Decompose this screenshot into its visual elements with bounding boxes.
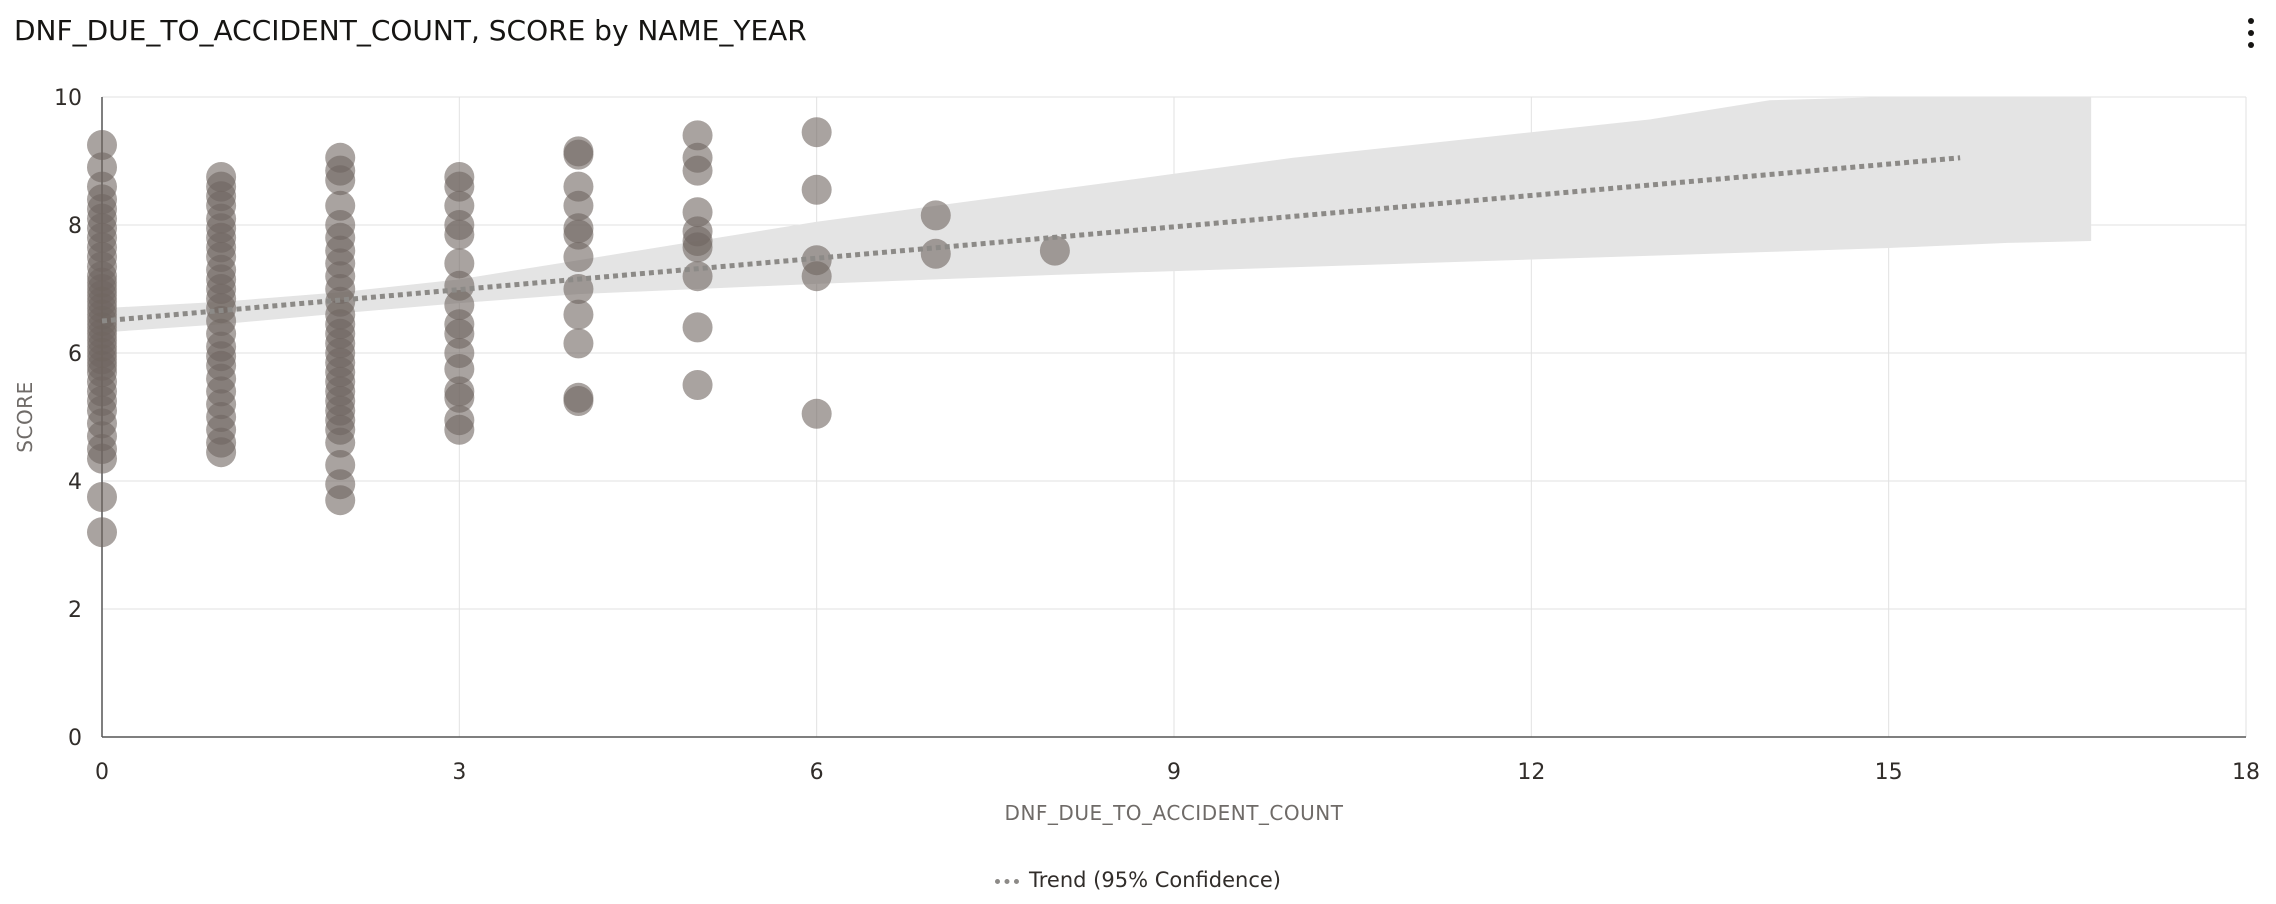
x-tick-label: 18 (2232, 760, 2260, 785)
menu-dot (2248, 42, 2254, 48)
more-vertical-icon[interactable] (2244, 18, 2258, 48)
data-point[interactable] (325, 165, 356, 196)
data-point[interactable] (563, 190, 594, 221)
data-point[interactable] (87, 482, 117, 512)
x-tick-label: 0 (95, 760, 109, 785)
data-point[interactable] (325, 485, 356, 516)
data-point[interactable] (682, 312, 713, 343)
y-tick-label: 8 (68, 214, 82, 239)
x-tick-label: 9 (1167, 760, 1181, 785)
data-point[interactable] (563, 242, 594, 272)
x-tick-label: 3 (452, 760, 466, 785)
data-point[interactable] (444, 414, 475, 445)
chart-title: DNF_DUE_TO_ACCIDENT_COUNT, SCORE by NAME… (14, 14, 807, 47)
x-axis-title: DNF_DUE_TO_ACCIDENT_COUNT (1005, 801, 1344, 825)
data-point[interactable] (1039, 235, 1070, 266)
trend-legend-swatch (995, 878, 1020, 884)
trend-line[interactable] (101, 155, 1961, 324)
data-point[interactable] (682, 261, 713, 292)
data-point[interactable] (325, 427, 356, 458)
data-point[interactable] (444, 248, 475, 279)
y-tick-label: 2 (68, 598, 82, 623)
data-point[interactable] (444, 219, 475, 250)
data-point[interactable] (87, 443, 117, 474)
data-point[interactable] (682, 120, 713, 151)
data-point[interactable] (444, 382, 475, 413)
x-tick-label: 12 (1517, 760, 1545, 785)
data-point[interactable] (563, 328, 594, 359)
x-tick-label: 6 (810, 760, 824, 785)
data-point[interactable] (87, 130, 117, 160)
data-point[interactable] (801, 261, 832, 292)
data-point[interactable] (801, 117, 832, 148)
x-tick-label: 15 (1875, 760, 1903, 785)
data-point[interactable] (920, 238, 951, 269)
menu-dot (2248, 30, 2254, 36)
y-tick-label: 6 (68, 342, 82, 367)
data-point[interactable] (563, 386, 594, 416)
data-point[interactable] (563, 219, 594, 250)
data-point[interactable] (920, 200, 951, 231)
y-axis-title: SCORE (13, 381, 37, 452)
data-point[interactable] (444, 354, 475, 384)
legend[interactable]: Trend (95% Confidence) (0, 868, 2276, 892)
y-tick-label: 10 (54, 86, 82, 111)
y-tick-label: 0 (68, 726, 82, 751)
data-point[interactable] (801, 174, 832, 205)
menu-dot (2248, 18, 2254, 24)
scatter-chart: 0 2 4 6 8 10 0 3 6 9 12 15 18 DNF_DUE_TO_ACCIDENT_COU… (13, 86, 2260, 825)
data-point[interactable] (87, 517, 117, 548)
y-tick-label: 4 (68, 470, 82, 495)
data-point[interactable] (682, 370, 713, 400)
data-point[interactable] (682, 155, 713, 186)
data-point[interactable] (801, 398, 832, 429)
data-point[interactable] (563, 299, 594, 330)
data-point[interactable] (206, 437, 237, 468)
data-point[interactable] (682, 232, 713, 263)
data-point[interactable] (563, 139, 594, 170)
trend-legend-label: Trend (95% Confidence) (1029, 868, 1281, 892)
confidence-band (102, 97, 2092, 333)
